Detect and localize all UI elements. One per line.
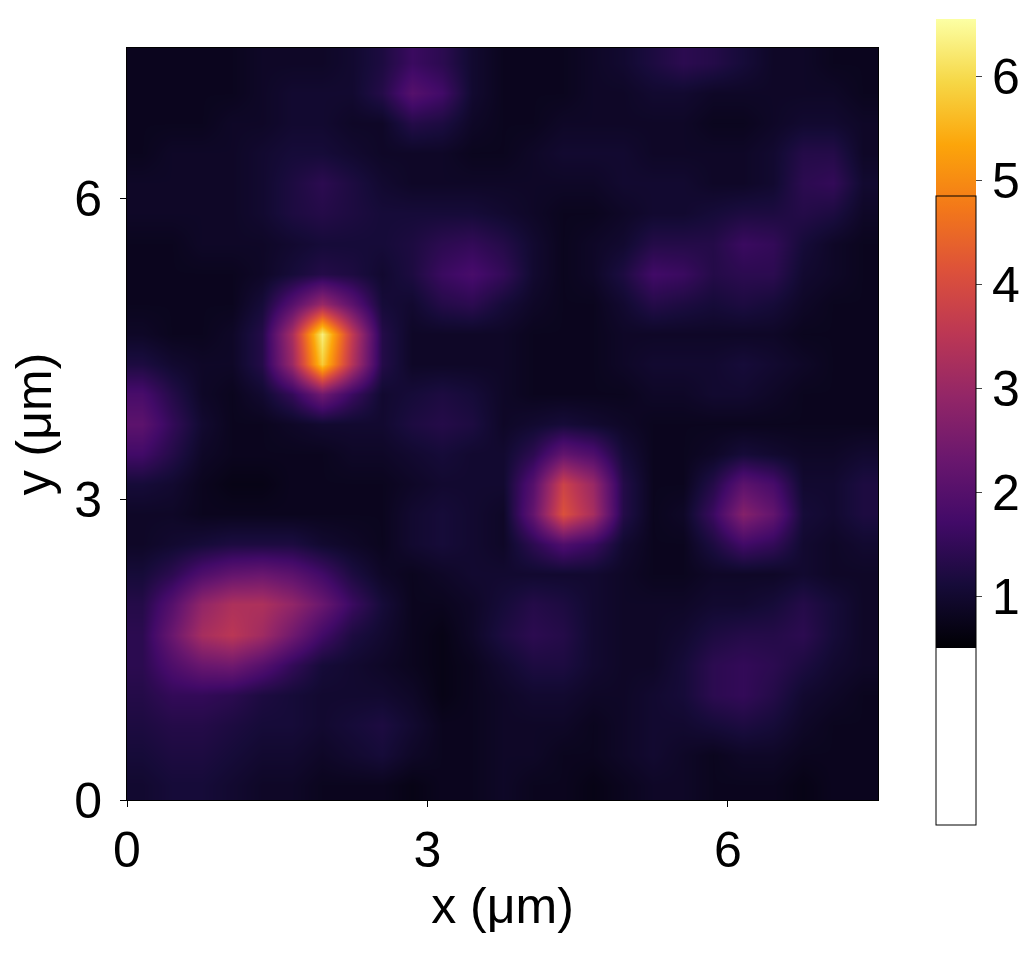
svg-text:0: 0: [74, 773, 102, 829]
svg-text:4: 4: [992, 257, 1020, 313]
svg-text:5: 5: [992, 153, 1020, 209]
svg-text:3: 3: [413, 822, 441, 878]
svg-text:x (μm): x (μm): [431, 878, 574, 934]
svg-text:3: 3: [74, 472, 102, 528]
svg-text:y (μm): y (μm): [6, 353, 62, 496]
svg-text:6: 6: [714, 822, 742, 878]
svg-text:0: 0: [113, 822, 141, 878]
svg-text:1: 1: [992, 569, 1020, 625]
svg-text:3: 3: [992, 361, 1020, 417]
svg-text:2: 2: [992, 465, 1020, 521]
svg-text:6: 6: [74, 171, 102, 227]
svg-text:6: 6: [992, 49, 1020, 105]
